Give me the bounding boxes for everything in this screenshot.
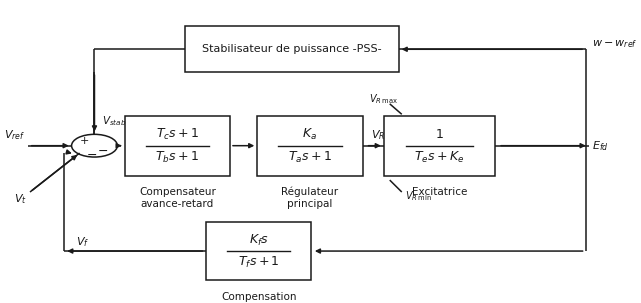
Bar: [257, 116, 363, 175]
Text: avance-retard: avance-retard: [140, 199, 214, 209]
Text: principal: principal: [287, 199, 333, 209]
Text: $T_e s+K_e$: $T_e s+K_e$: [414, 149, 465, 165]
Text: Compensation: Compensation: [221, 292, 296, 302]
Text: $K_a$: $K_a$: [303, 127, 317, 142]
Text: $T_b s+1$: $T_b s+1$: [155, 149, 199, 165]
Text: Compensateur: Compensateur: [139, 187, 216, 197]
Text: $V_R$: $V_R$: [370, 128, 385, 142]
Bar: [384, 116, 495, 175]
Text: $w-w_{ref}$: $w-w_{ref}$: [592, 38, 637, 50]
Bar: [124, 116, 230, 175]
Bar: [185, 26, 399, 72]
Text: $K_f s$: $K_f s$: [249, 232, 269, 248]
Text: $T_a s+1$: $T_a s+1$: [288, 149, 332, 165]
Text: $V_{ref}$: $V_{ref}$: [4, 128, 25, 142]
Text: Régulateur: Régulateur: [281, 187, 338, 197]
Text: +: +: [79, 136, 89, 146]
Text: Excitatrice: Excitatrice: [412, 187, 467, 197]
Text: $V_{R\,\mathrm{max}}$: $V_{R\,\mathrm{max}}$: [369, 92, 398, 106]
Text: $V_t$: $V_t$: [14, 193, 27, 206]
Text: $E_{fd}$: $E_{fd}$: [592, 139, 608, 153]
Text: $V_f$: $V_f$: [76, 235, 90, 249]
Text: $1$: $1$: [435, 128, 444, 141]
Bar: [206, 222, 312, 280]
Text: $V_{stab}$: $V_{stab}$: [102, 114, 126, 128]
Text: Stabilisateur de puissance -PSS-: Stabilisateur de puissance -PSS-: [202, 44, 381, 54]
Text: −: −: [87, 149, 97, 162]
Text: −: −: [97, 145, 108, 158]
Text: $V_{R\,\mathrm{min}}$: $V_{R\,\mathrm{min}}$: [404, 189, 431, 202]
Text: $T_c s+1$: $T_c s+1$: [156, 127, 199, 142]
Text: $T_f s+1$: $T_f s+1$: [238, 255, 279, 270]
